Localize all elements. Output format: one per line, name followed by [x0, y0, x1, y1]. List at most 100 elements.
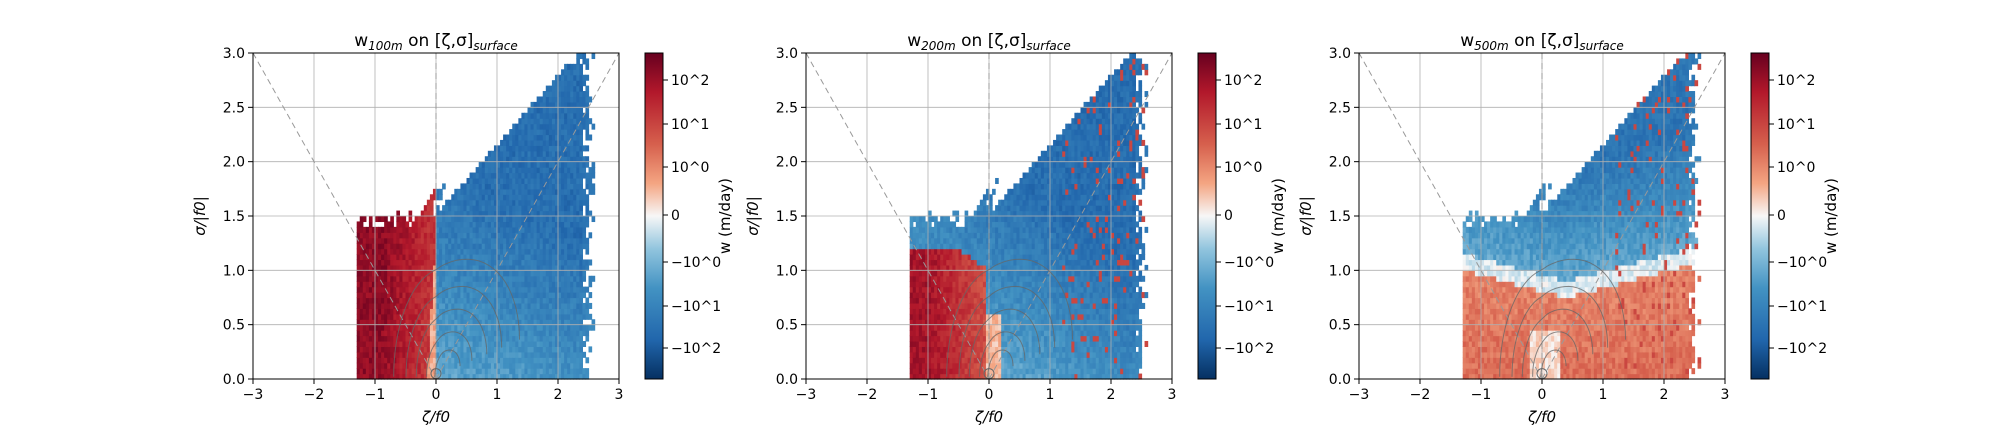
heatmap-cell [475, 226, 480, 233]
heatmap-cell [432, 259, 437, 266]
heatmap-cell [515, 346, 519, 353]
heatmap-cell [457, 368, 461, 375]
heatmap-cell [558, 302, 562, 309]
heatmap-cell [1025, 368, 1030, 375]
heatmap-cell [518, 275, 522, 282]
heatmap-cell [561, 264, 565, 271]
heatmap-cell [405, 259, 410, 266]
heatmap-cell [524, 210, 529, 217]
heatmap-cell [952, 259, 957, 266]
heatmap-cell [475, 172, 480, 179]
heatmap-cell [570, 145, 574, 152]
heatmap-cell [472, 177, 477, 184]
heatmap-cell [402, 313, 407, 320]
heatmap-cell [1025, 243, 1030, 250]
heatmap-cell [469, 319, 474, 326]
heatmap-cell [399, 281, 404, 288]
heatmap-cell [402, 297, 407, 304]
heatmap-cell [909, 373, 914, 380]
heatmap-cell [943, 281, 947, 288]
heatmap-cell [967, 330, 972, 337]
heatmap-cell [1050, 172, 1054, 179]
heatmap-cell [558, 167, 562, 174]
heatmap-cell [417, 351, 422, 358]
heatmap-cell [564, 243, 568, 250]
heatmap-cell [1022, 270, 1027, 277]
heatmap-cell [1046, 167, 1051, 174]
heatmap-cell [451, 226, 455, 233]
heatmap-cell [402, 226, 407, 233]
heatmap-cell [365, 281, 370, 288]
heatmap-cell [982, 199, 987, 206]
heatmap-cell [487, 319, 492, 326]
heatmap-cell [490, 281, 495, 288]
heatmap-cell [509, 319, 513, 326]
heatmap-cell [1025, 292, 1030, 299]
heatmap-cell [497, 194, 501, 201]
heatmap-cell [500, 335, 504, 342]
heatmap-cell [387, 340, 391, 347]
heatmap-cell [1022, 199, 1027, 206]
heatmap-cell [536, 107, 541, 114]
heatmap-cell [533, 150, 538, 157]
heatmap-cell [1053, 221, 1057, 228]
heatmap-cell [518, 292, 522, 299]
heatmap-cell [512, 194, 516, 201]
heatmap-cell [915, 302, 920, 309]
heatmap-cell [570, 74, 574, 81]
heatmap-cell [955, 226, 960, 233]
heatmap-cell [1043, 243, 1048, 250]
heatmap-cell [909, 232, 914, 239]
heatmap-cell [554, 101, 559, 108]
heatmap-cell [921, 232, 926, 239]
heatmap-cell [915, 351, 920, 358]
heatmap-cell [527, 275, 532, 282]
heatmap-cell [478, 183, 483, 190]
heatmap-cell [585, 308, 590, 315]
heatmap-cell [982, 248, 987, 255]
heatmap-cell [484, 183, 489, 190]
heatmap-cell [943, 362, 947, 369]
heatmap-cell [408, 243, 413, 250]
heatmap-cell [402, 243, 407, 250]
heatmap-cell [527, 139, 532, 146]
heatmap-cell [387, 237, 391, 244]
heatmap-cell [448, 319, 452, 326]
heatmap-cell [588, 302, 593, 309]
heatmap-cell [561, 335, 565, 342]
heatmap-cell [551, 134, 556, 141]
heatmap-cell [567, 210, 571, 217]
heatmap-cell [1013, 335, 1018, 342]
heatmap-cell [1037, 324, 1042, 331]
heatmap-cell [1013, 194, 1018, 201]
heatmap-cell [365, 264, 370, 271]
heatmap-cell [512, 216, 516, 223]
heatmap-cell [1043, 319, 1048, 326]
heatmap-cell [561, 123, 565, 130]
heatmap-cell [554, 96, 559, 103]
heatmap-cell [387, 313, 391, 320]
heatmap-cell [548, 101, 553, 108]
heatmap-cell [472, 221, 477, 228]
heatmap-cell [378, 292, 382, 299]
heatmap-cell [1016, 313, 1021, 320]
heatmap-cell [417, 362, 422, 369]
heatmap-cell [481, 210, 486, 217]
heatmap-cell [396, 286, 400, 293]
heatmap-cell [527, 330, 532, 337]
heatmap-cell [365, 275, 370, 282]
heatmap-cell [423, 351, 428, 358]
heatmap-cell [365, 335, 370, 342]
heatmap-cell [995, 292, 999, 299]
heatmap-cell [924, 275, 929, 282]
heatmap-cell [976, 270, 981, 277]
heatmap-cell [1010, 281, 1014, 288]
heatmap-cell [558, 205, 562, 212]
heatmap-cell [909, 270, 914, 277]
heatmap-cell [1022, 172, 1027, 179]
heatmap-cell [545, 232, 550, 239]
heatmap-cell [375, 324, 379, 331]
heatmap-cell [530, 129, 535, 136]
heatmap-cell [493, 237, 498, 244]
